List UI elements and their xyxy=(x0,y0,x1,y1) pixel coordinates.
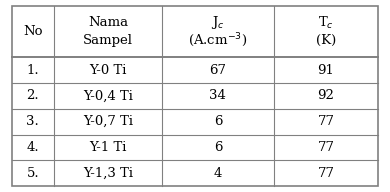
Text: J$_c$: J$_c$ xyxy=(211,14,225,31)
Text: 4: 4 xyxy=(214,167,222,180)
Text: 6: 6 xyxy=(214,141,222,154)
Text: Sampel: Sampel xyxy=(83,34,133,47)
Text: 92: 92 xyxy=(317,89,335,102)
Text: 6: 6 xyxy=(214,115,222,128)
Text: 1.: 1. xyxy=(27,64,39,77)
Text: (K): (K) xyxy=(316,34,336,47)
Text: Y-0 Ti: Y-0 Ti xyxy=(89,64,127,77)
Text: 91: 91 xyxy=(317,64,335,77)
Text: Y-1,3 Ti: Y-1,3 Ti xyxy=(83,167,133,180)
Text: No: No xyxy=(23,25,43,38)
Text: 2.: 2. xyxy=(27,89,39,102)
Text: Nama: Nama xyxy=(88,16,128,29)
Text: (A.cm$^{-3}$): (A.cm$^{-3}$) xyxy=(188,31,248,49)
Text: Y-0,4 Ti: Y-0,4 Ti xyxy=(83,89,133,102)
Text: 34: 34 xyxy=(209,89,226,102)
Text: 77: 77 xyxy=(317,141,335,154)
Text: 3.: 3. xyxy=(27,115,39,128)
Text: Y-0,7 Ti: Y-0,7 Ti xyxy=(83,115,133,128)
Text: 5.: 5. xyxy=(27,167,39,180)
Text: 67: 67 xyxy=(209,64,227,77)
Text: T$_c$: T$_c$ xyxy=(318,15,334,31)
Text: Y-1 Ti: Y-1 Ti xyxy=(89,141,127,154)
Text: 77: 77 xyxy=(317,115,335,128)
Text: 4.: 4. xyxy=(27,141,39,154)
Text: 77: 77 xyxy=(317,167,335,180)
